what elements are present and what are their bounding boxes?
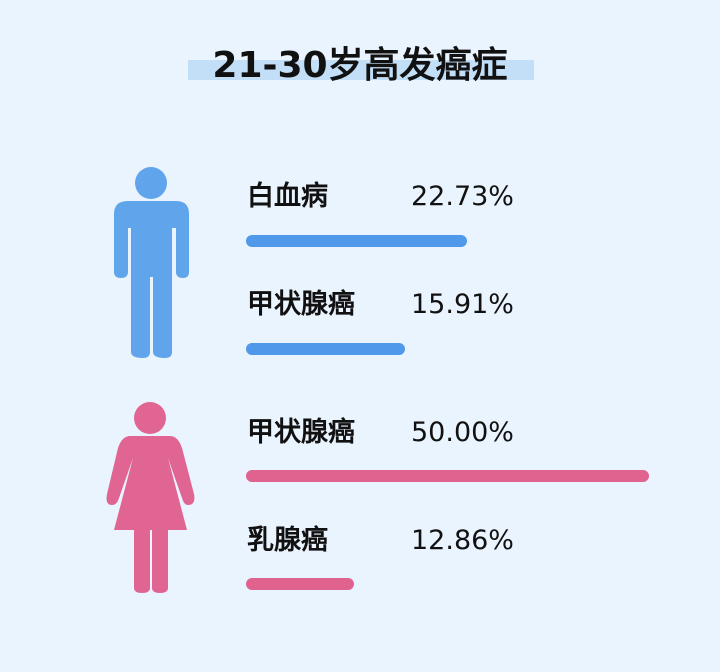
bar-female-thyroid (246, 470, 649, 482)
chart-title: 21-30岁高发癌症 (212, 45, 508, 86)
bar-male-thyroid (246, 343, 405, 355)
label-male-leukemia: 白血病 (247, 181, 328, 212)
bar-male-leukemia (246, 235, 467, 247)
value-female-breast: 12.86% (411, 525, 514, 556)
label-male-thyroid: 甲状腺癌 (247, 289, 355, 320)
bar-female-breast (246, 578, 354, 590)
label-female-breast: 乳腺癌 (247, 525, 328, 556)
value-male-leukemia: 22.73% (411, 181, 514, 212)
value-male-thyroid: 15.91% (411, 289, 514, 320)
label-female-thyroid: 甲状腺癌 (247, 417, 355, 448)
title-highlight (188, 60, 534, 80)
value-female-thyroid: 50.00% (411, 417, 514, 448)
female-figure-icon (106, 402, 195, 593)
male-figure-icon (114, 167, 189, 358)
